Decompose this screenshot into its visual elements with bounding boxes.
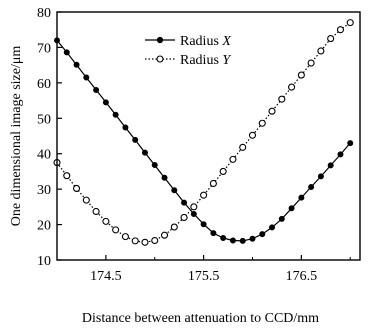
- y-tick-label: 50: [37, 112, 51, 127]
- data-point-radius-y: [209, 179, 217, 188]
- data-point-radius-x: [229, 237, 236, 244]
- data-point-radius-x: [63, 49, 70, 56]
- x-axis-label: Distance between attenuation to CCD/mm: [82, 311, 319, 326]
- data-point-radius-x: [239, 237, 246, 244]
- legend-marker-filled: [156, 36, 164, 44]
- data-point-radius-y: [307, 59, 315, 67]
- y-tick-label: 10: [37, 254, 51, 269]
- data-point-radius-x: [249, 235, 256, 242]
- data-point-radius-x: [83, 74, 90, 81]
- data-point-radius-x: [278, 215, 285, 222]
- data-point-radius-x: [220, 235, 227, 242]
- data-point-radius-y: [258, 119, 266, 127]
- data-point-radius-y: [327, 35, 335, 43]
- data-point-radius-x: [102, 99, 109, 106]
- legend-label-variable: X: [221, 34, 231, 49]
- data-point-radius-x: [161, 174, 168, 181]
- data-point-radius-x: [122, 124, 129, 131]
- legend-label-variable: Y: [222, 53, 232, 68]
- data-point-radius-x: [269, 224, 276, 231]
- y-tick-label: 40: [37, 148, 51, 163]
- data-point-radius-y: [151, 236, 159, 245]
- data-point-radius-x: [73, 61, 80, 68]
- data-point-radius-x: [151, 162, 158, 169]
- data-point-radius-y: [102, 217, 110, 225]
- data-point-radius-y: [336, 26, 345, 34]
- series-line-radius-x: [56, 39, 351, 242]
- plot-markers: [53, 19, 354, 246]
- data-point-radius-y: [82, 196, 90, 204]
- data-point-radius-y: [297, 71, 305, 79]
- data-point-radius-y: [268, 107, 276, 115]
- data-point-radius-y: [112, 226, 120, 234]
- data-point-radius-y: [72, 184, 81, 192]
- data-point-radius-x: [347, 140, 354, 147]
- data-point-radius-x: [210, 230, 217, 237]
- data-point-radius-x: [93, 86, 100, 93]
- data-point-radius-y: [278, 95, 286, 103]
- y-tick-label: 60: [37, 77, 51, 92]
- data-point-radius-y: [180, 213, 188, 222]
- y-tick-label: 70: [37, 41, 51, 56]
- legend-marker-open: [156, 55, 164, 63]
- x-tick-label: 176.5: [286, 269, 318, 284]
- y-tick-label: 80: [37, 6, 51, 21]
- data-point-radius-x: [132, 136, 139, 143]
- legend-label: Radius X: [180, 34, 231, 49]
- data-point-radius-x: [259, 231, 266, 238]
- data-point-radius-y: [219, 167, 227, 175]
- data-point-radius-y: [346, 19, 354, 27]
- legend-label-prefix: Radius: [180, 53, 222, 68]
- data-point-radius-y: [160, 231, 169, 239]
- data-point-radius-x: [141, 149, 148, 156]
- data-point-radius-y: [190, 203, 198, 211]
- data-point-radius-y: [288, 83, 296, 91]
- x-tick-label: 175.5: [188, 269, 220, 284]
- data-point-radius-y: [121, 233, 129, 241]
- data-point-radius-y: [92, 207, 100, 216]
- data-point-radius-y: [317, 47, 325, 55]
- x-axis-ticks: 174.5 175.5 176.5: [56, 255, 351, 284]
- x-tick-label: 174.5: [90, 269, 122, 284]
- legend-label: Radius Y: [180, 53, 232, 68]
- y-tick-label: 30: [37, 183, 51, 198]
- legend-label-prefix: Radius: [180, 34, 222, 49]
- data-point-radius-y: [170, 223, 178, 231]
- data-point-radius-y: [63, 172, 71, 180]
- data-point-radius-x: [112, 111, 119, 118]
- plot-frame: [56, 11, 361, 261]
- data-point-radius-x: [298, 194, 305, 201]
- data-point-radius-x: [327, 162, 334, 169]
- y-axis-ticks: 10 20 30 40 50 60 70 80: [37, 6, 62, 269]
- data-point-radius-y: [141, 238, 149, 246]
- data-point-radius-y: [248, 131, 257, 139]
- y-tick-label: 20: [37, 219, 51, 234]
- data-point-radius-x: [200, 221, 207, 228]
- data-point-radius-y: [131, 237, 139, 245]
- data-point-radius-x: [171, 187, 178, 194]
- data-point-radius-x: [337, 151, 344, 158]
- data-point-radius-x: [181, 199, 188, 206]
- data-point-radius-x: [308, 184, 315, 191]
- data-point-radius-x: [190, 210, 197, 217]
- data-point-radius-y: [200, 191, 208, 199]
- data-point-radius-x: [317, 173, 324, 180]
- y-axis-label: One dimensional image size/μm: [9, 46, 24, 227]
- data-point-radius-y: [239, 143, 247, 151]
- data-point-radius-x: [288, 205, 295, 212]
- data-point-radius-y: [229, 155, 237, 163]
